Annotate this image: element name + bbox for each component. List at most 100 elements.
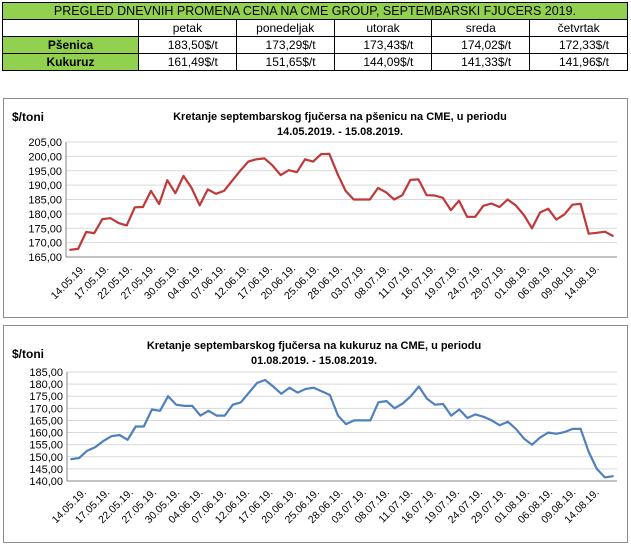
data-point bbox=[287, 169, 290, 172]
y-tick-label: 200,00 bbox=[28, 151, 62, 163]
data-point bbox=[182, 175, 185, 177]
data-point bbox=[280, 392, 283, 395]
data-point bbox=[466, 215, 469, 218]
chart-title-line2: 01.08.2019. - 15.08.2019. bbox=[251, 355, 377, 367]
data-point bbox=[296, 171, 298, 174]
data-point bbox=[272, 385, 275, 388]
data-point bbox=[369, 419, 372, 422]
data-point bbox=[433, 194, 436, 197]
data-point bbox=[547, 431, 550, 434]
data-point bbox=[77, 248, 80, 250]
data-point bbox=[377, 401, 380, 404]
series-line bbox=[70, 378, 614, 479]
data-point bbox=[361, 419, 364, 422]
data-point bbox=[304, 158, 306, 161]
data-point bbox=[214, 192, 217, 195]
data-point bbox=[191, 405, 194, 407]
price-row-corn: Kukuruz 161,49$/t 151,65$/t 144,09$/t 14… bbox=[2, 53, 628, 71]
y-tick-label: 165,00 bbox=[29, 415, 63, 427]
data-point bbox=[150, 408, 153, 411]
data-point bbox=[94, 446, 97, 448]
data-point bbox=[256, 382, 258, 384]
data-point bbox=[150, 189, 152, 192]
price-cell: 172,33$/t bbox=[529, 36, 628, 54]
data-point bbox=[320, 390, 323, 393]
data-point bbox=[126, 438, 129, 441]
price-table-corner bbox=[2, 19, 139, 37]
y-tick-label: 150,00 bbox=[29, 452, 63, 464]
series-line bbox=[69, 152, 614, 251]
data-point bbox=[563, 213, 566, 216]
y-tick-label: 160,00 bbox=[29, 428, 63, 440]
data-point bbox=[474, 413, 477, 416]
data-point bbox=[450, 209, 452, 212]
y-axis-label: $/toni bbox=[12, 347, 44, 361]
data-point bbox=[337, 414, 339, 417]
data-point bbox=[207, 409, 210, 412]
data-point bbox=[175, 403, 178, 406]
data-point bbox=[159, 409, 161, 412]
data-point bbox=[247, 160, 250, 163]
chart-title-line2: 14.05.2019. - 15.08.2019. bbox=[277, 126, 403, 138]
data-point bbox=[426, 397, 428, 400]
data-point bbox=[190, 187, 193, 189]
data-point bbox=[279, 174, 282, 176]
data-point bbox=[409, 179, 412, 181]
data-point bbox=[69, 248, 71, 251]
data-point bbox=[271, 164, 274, 167]
data-point bbox=[515, 428, 517, 430]
data-point bbox=[401, 402, 404, 405]
corn-chart-svg: Kretanje septembarskog fjučersa na kukur… bbox=[12, 340, 617, 526]
y-tick-label: 195,00 bbox=[28, 166, 62, 178]
data-point bbox=[458, 199, 460, 202]
data-point bbox=[198, 204, 201, 207]
data-point bbox=[417, 385, 420, 388]
data-point bbox=[102, 440, 105, 442]
data-point bbox=[158, 203, 161, 205]
data-point bbox=[385, 400, 388, 402]
data-point bbox=[579, 202, 582, 205]
data-point bbox=[263, 157, 266, 160]
data-point bbox=[506, 420, 509, 423]
data-point bbox=[409, 395, 412, 398]
data-point bbox=[86, 449, 89, 452]
data-point bbox=[531, 227, 533, 230]
price-cell: 173,43$/t bbox=[333, 36, 433, 54]
data-point bbox=[231, 403, 234, 406]
data-point bbox=[288, 386, 291, 389]
y-tick-label: 140,00 bbox=[29, 476, 63, 488]
data-point bbox=[539, 211, 541, 214]
data-point bbox=[571, 428, 574, 430]
data-point bbox=[498, 424, 501, 427]
data-point bbox=[117, 222, 120, 224]
data-point bbox=[223, 189, 225, 192]
data-point bbox=[466, 417, 469, 419]
data-point bbox=[604, 476, 606, 479]
data-point bbox=[110, 435, 113, 438]
y-tick-label: 185,00 bbox=[28, 195, 62, 207]
data-point bbox=[595, 467, 598, 470]
data-point bbox=[223, 414, 226, 417]
data-point bbox=[133, 206, 136, 209]
data-point bbox=[425, 194, 428, 197]
chart-title-line1: Kretanje septembarskog fjučersa na pšeni… bbox=[173, 111, 507, 123]
data-point bbox=[174, 192, 177, 195]
data-point bbox=[531, 443, 534, 446]
price-cell: 174,02$/t bbox=[431, 36, 531, 54]
y-tick-label: 155,00 bbox=[29, 440, 63, 452]
y-tick-label: 190,00 bbox=[28, 180, 62, 192]
data-point bbox=[555, 432, 558, 435]
price-cell: 144,09$/t bbox=[333, 53, 433, 71]
data-point bbox=[264, 379, 267, 381]
data-point bbox=[523, 437, 525, 440]
data-point bbox=[603, 230, 606, 233]
data-point bbox=[506, 198, 509, 201]
data-point bbox=[442, 403, 445, 405]
y-tick-label: 170,00 bbox=[28, 238, 62, 250]
data-point bbox=[368, 198, 371, 201]
data-point bbox=[248, 391, 250, 394]
y-tick-label: 165,00 bbox=[28, 252, 62, 264]
data-point bbox=[255, 158, 258, 161]
price-table-header-row: petak ponedeljak utorak sreda četvrtak bbox=[2, 19, 628, 37]
chart-title-line1: Kretanje septembarskog fjučersa na kukur… bbox=[147, 340, 481, 352]
